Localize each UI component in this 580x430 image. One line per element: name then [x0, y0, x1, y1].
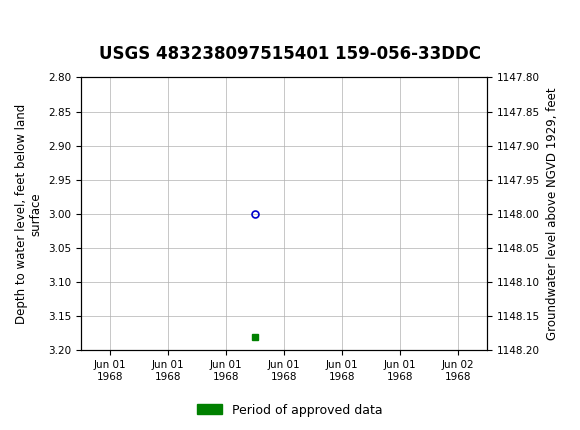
- FancyBboxPatch shape: [3, 2, 72, 39]
- Legend: Period of approved data: Period of approved data: [192, 399, 388, 421]
- Y-axis label: Depth to water level, feet below land
surface: Depth to water level, feet below land su…: [14, 104, 43, 324]
- Text: USGS 483238097515401 159-056-33DDC: USGS 483238097515401 159-056-33DDC: [99, 45, 481, 63]
- Y-axis label: Groundwater level above NGVD 1929, feet: Groundwater level above NGVD 1929, feet: [546, 88, 559, 340]
- Text: USGS: USGS: [49, 11, 109, 30]
